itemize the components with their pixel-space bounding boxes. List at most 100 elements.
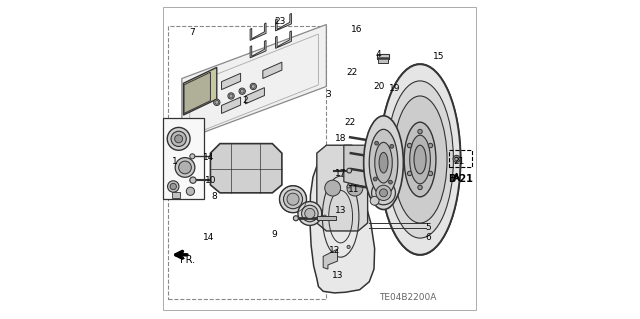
Polygon shape [245, 88, 264, 104]
Ellipse shape [380, 189, 387, 197]
Circle shape [388, 180, 392, 184]
Ellipse shape [305, 208, 315, 219]
Bar [168, 26, 326, 299]
Bar [378, 58, 388, 63]
Ellipse shape [369, 129, 398, 196]
Polygon shape [276, 13, 291, 31]
Ellipse shape [280, 186, 307, 213]
Circle shape [374, 141, 378, 145]
Circle shape [373, 177, 377, 181]
Text: FR.: FR. [180, 255, 195, 264]
Ellipse shape [175, 158, 195, 177]
Circle shape [347, 180, 363, 196]
Ellipse shape [454, 157, 458, 161]
Circle shape [428, 143, 433, 148]
Circle shape [390, 145, 394, 148]
Polygon shape [276, 31, 291, 48]
Polygon shape [250, 23, 266, 41]
Text: 18: 18 [335, 134, 346, 143]
Circle shape [369, 170, 373, 175]
Bar [172, 192, 180, 197]
Text: 20: 20 [373, 82, 385, 91]
Ellipse shape [414, 145, 426, 174]
Polygon shape [250, 41, 266, 58]
Ellipse shape [167, 127, 190, 150]
Text: 19: 19 [389, 84, 401, 93]
Text: 15: 15 [433, 52, 445, 61]
Ellipse shape [190, 177, 196, 183]
Text: 7: 7 [189, 28, 195, 37]
Circle shape [168, 181, 179, 192]
Ellipse shape [287, 193, 299, 205]
Text: 16: 16 [351, 25, 362, 34]
Circle shape [240, 89, 244, 93]
Ellipse shape [380, 64, 461, 255]
Circle shape [418, 129, 422, 134]
Circle shape [214, 99, 220, 106]
Text: 23: 23 [275, 17, 286, 26]
Polygon shape [182, 25, 326, 140]
Ellipse shape [453, 155, 460, 162]
Ellipse shape [175, 135, 182, 143]
Circle shape [229, 94, 233, 98]
Circle shape [215, 100, 219, 104]
Text: 6: 6 [425, 233, 431, 242]
Text: 22: 22 [344, 118, 356, 128]
Text: 14: 14 [202, 233, 214, 242]
Ellipse shape [364, 116, 403, 210]
Polygon shape [263, 62, 282, 78]
Ellipse shape [393, 96, 447, 223]
Text: 12: 12 [328, 246, 340, 255]
Text: 1: 1 [172, 157, 177, 166]
Circle shape [408, 171, 412, 176]
Text: 10: 10 [205, 176, 216, 185]
Circle shape [186, 187, 195, 196]
Circle shape [323, 215, 326, 218]
Ellipse shape [298, 202, 322, 226]
Ellipse shape [179, 161, 191, 174]
Text: 11: 11 [348, 185, 359, 194]
Circle shape [250, 83, 257, 90]
Circle shape [239, 88, 245, 94]
Ellipse shape [387, 81, 453, 238]
Circle shape [347, 185, 350, 188]
Text: 4: 4 [376, 50, 381, 59]
Text: TE04B2200A: TE04B2200A [379, 293, 436, 302]
Polygon shape [221, 73, 241, 90]
Circle shape [367, 138, 372, 143]
Circle shape [368, 154, 372, 159]
Ellipse shape [410, 135, 430, 184]
Ellipse shape [284, 190, 303, 209]
Text: 14: 14 [202, 153, 214, 162]
Text: 9: 9 [271, 230, 277, 239]
Polygon shape [344, 145, 377, 188]
Circle shape [369, 186, 374, 191]
Text: B-21: B-21 [448, 174, 473, 183]
Text: 22: 22 [346, 68, 357, 77]
Polygon shape [211, 144, 282, 193]
Ellipse shape [375, 142, 392, 183]
Circle shape [324, 180, 340, 196]
Ellipse shape [190, 154, 195, 159]
Ellipse shape [370, 196, 379, 205]
Polygon shape [221, 97, 241, 114]
Ellipse shape [372, 181, 396, 205]
Bar [377, 54, 389, 59]
Ellipse shape [379, 152, 388, 173]
Text: 5: 5 [425, 223, 431, 232]
Text: 3: 3 [325, 90, 331, 99]
Ellipse shape [404, 122, 436, 197]
Bar [449, 150, 472, 167]
Ellipse shape [171, 131, 186, 146]
Bar [163, 118, 204, 199]
Circle shape [428, 171, 433, 176]
Ellipse shape [293, 216, 298, 221]
Circle shape [252, 85, 255, 88]
Text: 21: 21 [453, 157, 465, 166]
Ellipse shape [301, 205, 318, 222]
Circle shape [347, 245, 350, 249]
Polygon shape [317, 145, 367, 231]
Text: 2: 2 [243, 96, 248, 105]
Polygon shape [184, 72, 211, 114]
Text: 13: 13 [335, 206, 346, 215]
